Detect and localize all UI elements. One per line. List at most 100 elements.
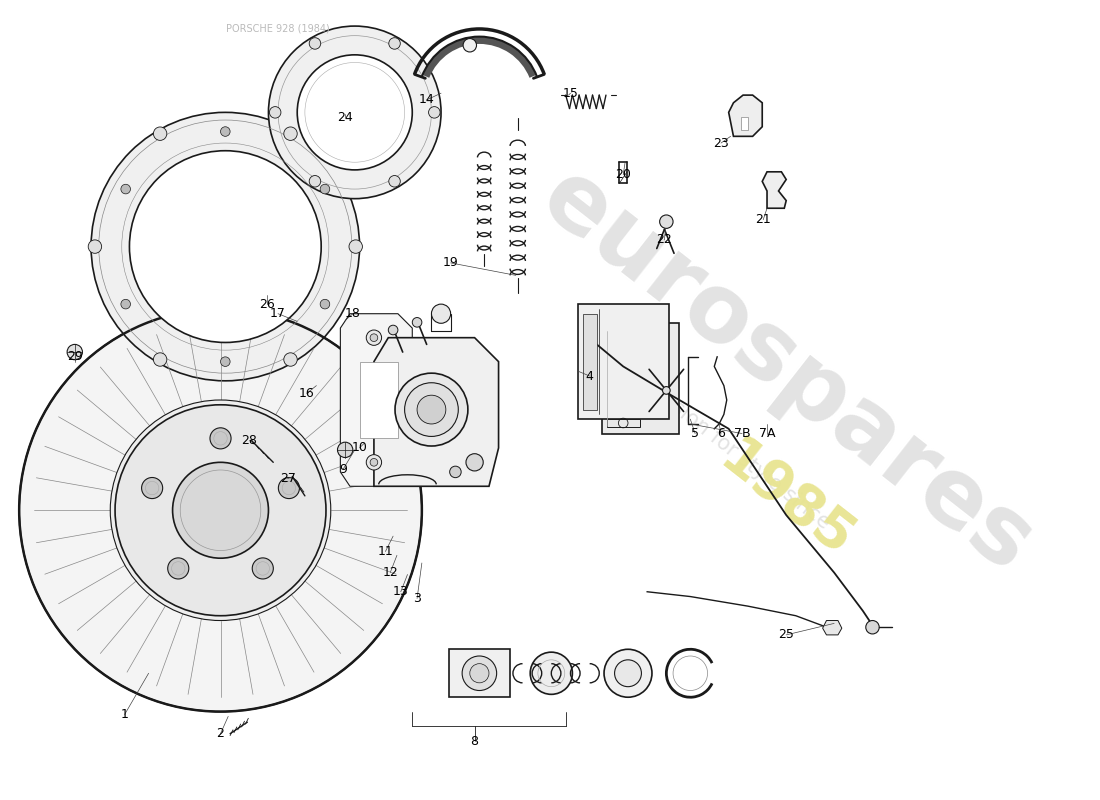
Polygon shape	[728, 95, 762, 136]
Circle shape	[268, 26, 441, 198]
Circle shape	[309, 38, 321, 50]
Text: 29: 29	[67, 350, 82, 363]
Circle shape	[309, 175, 321, 187]
Text: 1985: 1985	[708, 432, 864, 570]
Text: 26: 26	[258, 298, 274, 310]
Circle shape	[431, 304, 451, 323]
Circle shape	[463, 38, 476, 52]
Text: 9: 9	[339, 462, 348, 475]
Polygon shape	[374, 338, 498, 486]
Text: 27: 27	[279, 472, 296, 485]
Circle shape	[110, 400, 331, 621]
Circle shape	[405, 382, 459, 437]
Circle shape	[121, 299, 131, 309]
Circle shape	[604, 650, 652, 698]
Text: 3: 3	[414, 592, 421, 605]
Text: PORSCHE 928 (1984): PORSCHE 928 (1984)	[227, 23, 330, 33]
Circle shape	[167, 558, 189, 579]
Circle shape	[662, 386, 670, 394]
Circle shape	[450, 466, 461, 478]
Text: 23: 23	[713, 137, 729, 150]
Polygon shape	[762, 172, 786, 208]
Circle shape	[388, 175, 400, 187]
Circle shape	[284, 127, 297, 140]
Circle shape	[466, 454, 483, 471]
Text: 7B: 7B	[734, 427, 750, 440]
Circle shape	[530, 652, 572, 694]
Circle shape	[320, 184, 330, 194]
Polygon shape	[449, 650, 510, 698]
Circle shape	[284, 353, 297, 366]
Text: 28: 28	[241, 434, 257, 446]
Circle shape	[370, 334, 377, 342]
Text: 4: 4	[585, 370, 594, 382]
Circle shape	[116, 405, 326, 616]
Circle shape	[88, 240, 101, 254]
Text: 7A: 7A	[759, 427, 775, 440]
Circle shape	[370, 458, 377, 466]
Circle shape	[366, 330, 382, 346]
Text: 1: 1	[121, 708, 129, 721]
Circle shape	[270, 106, 280, 118]
Text: 12: 12	[383, 566, 398, 579]
Text: 21: 21	[756, 214, 771, 226]
Circle shape	[19, 309, 422, 712]
Polygon shape	[607, 419, 640, 427]
Text: 16: 16	[299, 386, 315, 400]
Text: 22: 22	[657, 234, 672, 246]
Circle shape	[388, 38, 400, 50]
Circle shape	[417, 395, 446, 424]
Circle shape	[615, 660, 641, 686]
Circle shape	[91, 112, 360, 381]
Text: 17: 17	[271, 307, 286, 320]
Text: 6: 6	[717, 427, 725, 440]
Circle shape	[338, 442, 353, 458]
Text: 24: 24	[338, 110, 353, 124]
Polygon shape	[579, 304, 669, 419]
Text: a passion for style since: a passion for style since	[624, 362, 834, 534]
Circle shape	[220, 126, 230, 136]
Text: 8: 8	[471, 735, 478, 748]
Polygon shape	[741, 117, 748, 130]
Polygon shape	[583, 314, 597, 410]
Circle shape	[220, 357, 230, 366]
Circle shape	[278, 478, 299, 498]
Text: 13: 13	[393, 586, 408, 598]
Circle shape	[121, 184, 131, 194]
Text: 5: 5	[691, 427, 700, 440]
Text: 10: 10	[352, 442, 367, 454]
Circle shape	[130, 150, 321, 342]
Circle shape	[388, 326, 398, 335]
Circle shape	[429, 106, 440, 118]
Polygon shape	[360, 362, 398, 438]
Polygon shape	[602, 323, 679, 434]
Text: 18: 18	[345, 307, 361, 320]
Circle shape	[470, 664, 490, 683]
Circle shape	[297, 55, 412, 170]
Text: 11: 11	[377, 545, 394, 558]
Circle shape	[153, 127, 167, 140]
Circle shape	[67, 344, 82, 360]
Circle shape	[153, 353, 167, 366]
Polygon shape	[340, 314, 412, 486]
Text: 15: 15	[562, 86, 579, 100]
Text: 14: 14	[419, 94, 435, 106]
Circle shape	[395, 373, 468, 446]
Circle shape	[462, 656, 496, 690]
Text: 20: 20	[615, 168, 631, 181]
Circle shape	[320, 299, 330, 309]
Text: eurospares: eurospares	[522, 151, 1049, 591]
Circle shape	[412, 318, 422, 327]
Circle shape	[366, 454, 382, 470]
Circle shape	[349, 240, 362, 254]
Circle shape	[173, 462, 268, 558]
Circle shape	[142, 478, 163, 498]
Polygon shape	[823, 621, 842, 635]
Circle shape	[252, 558, 273, 579]
Circle shape	[660, 215, 673, 228]
Circle shape	[866, 621, 879, 634]
Text: 25: 25	[779, 629, 794, 642]
Circle shape	[210, 428, 231, 449]
Text: 2: 2	[217, 727, 224, 740]
Text: 19: 19	[443, 256, 459, 270]
